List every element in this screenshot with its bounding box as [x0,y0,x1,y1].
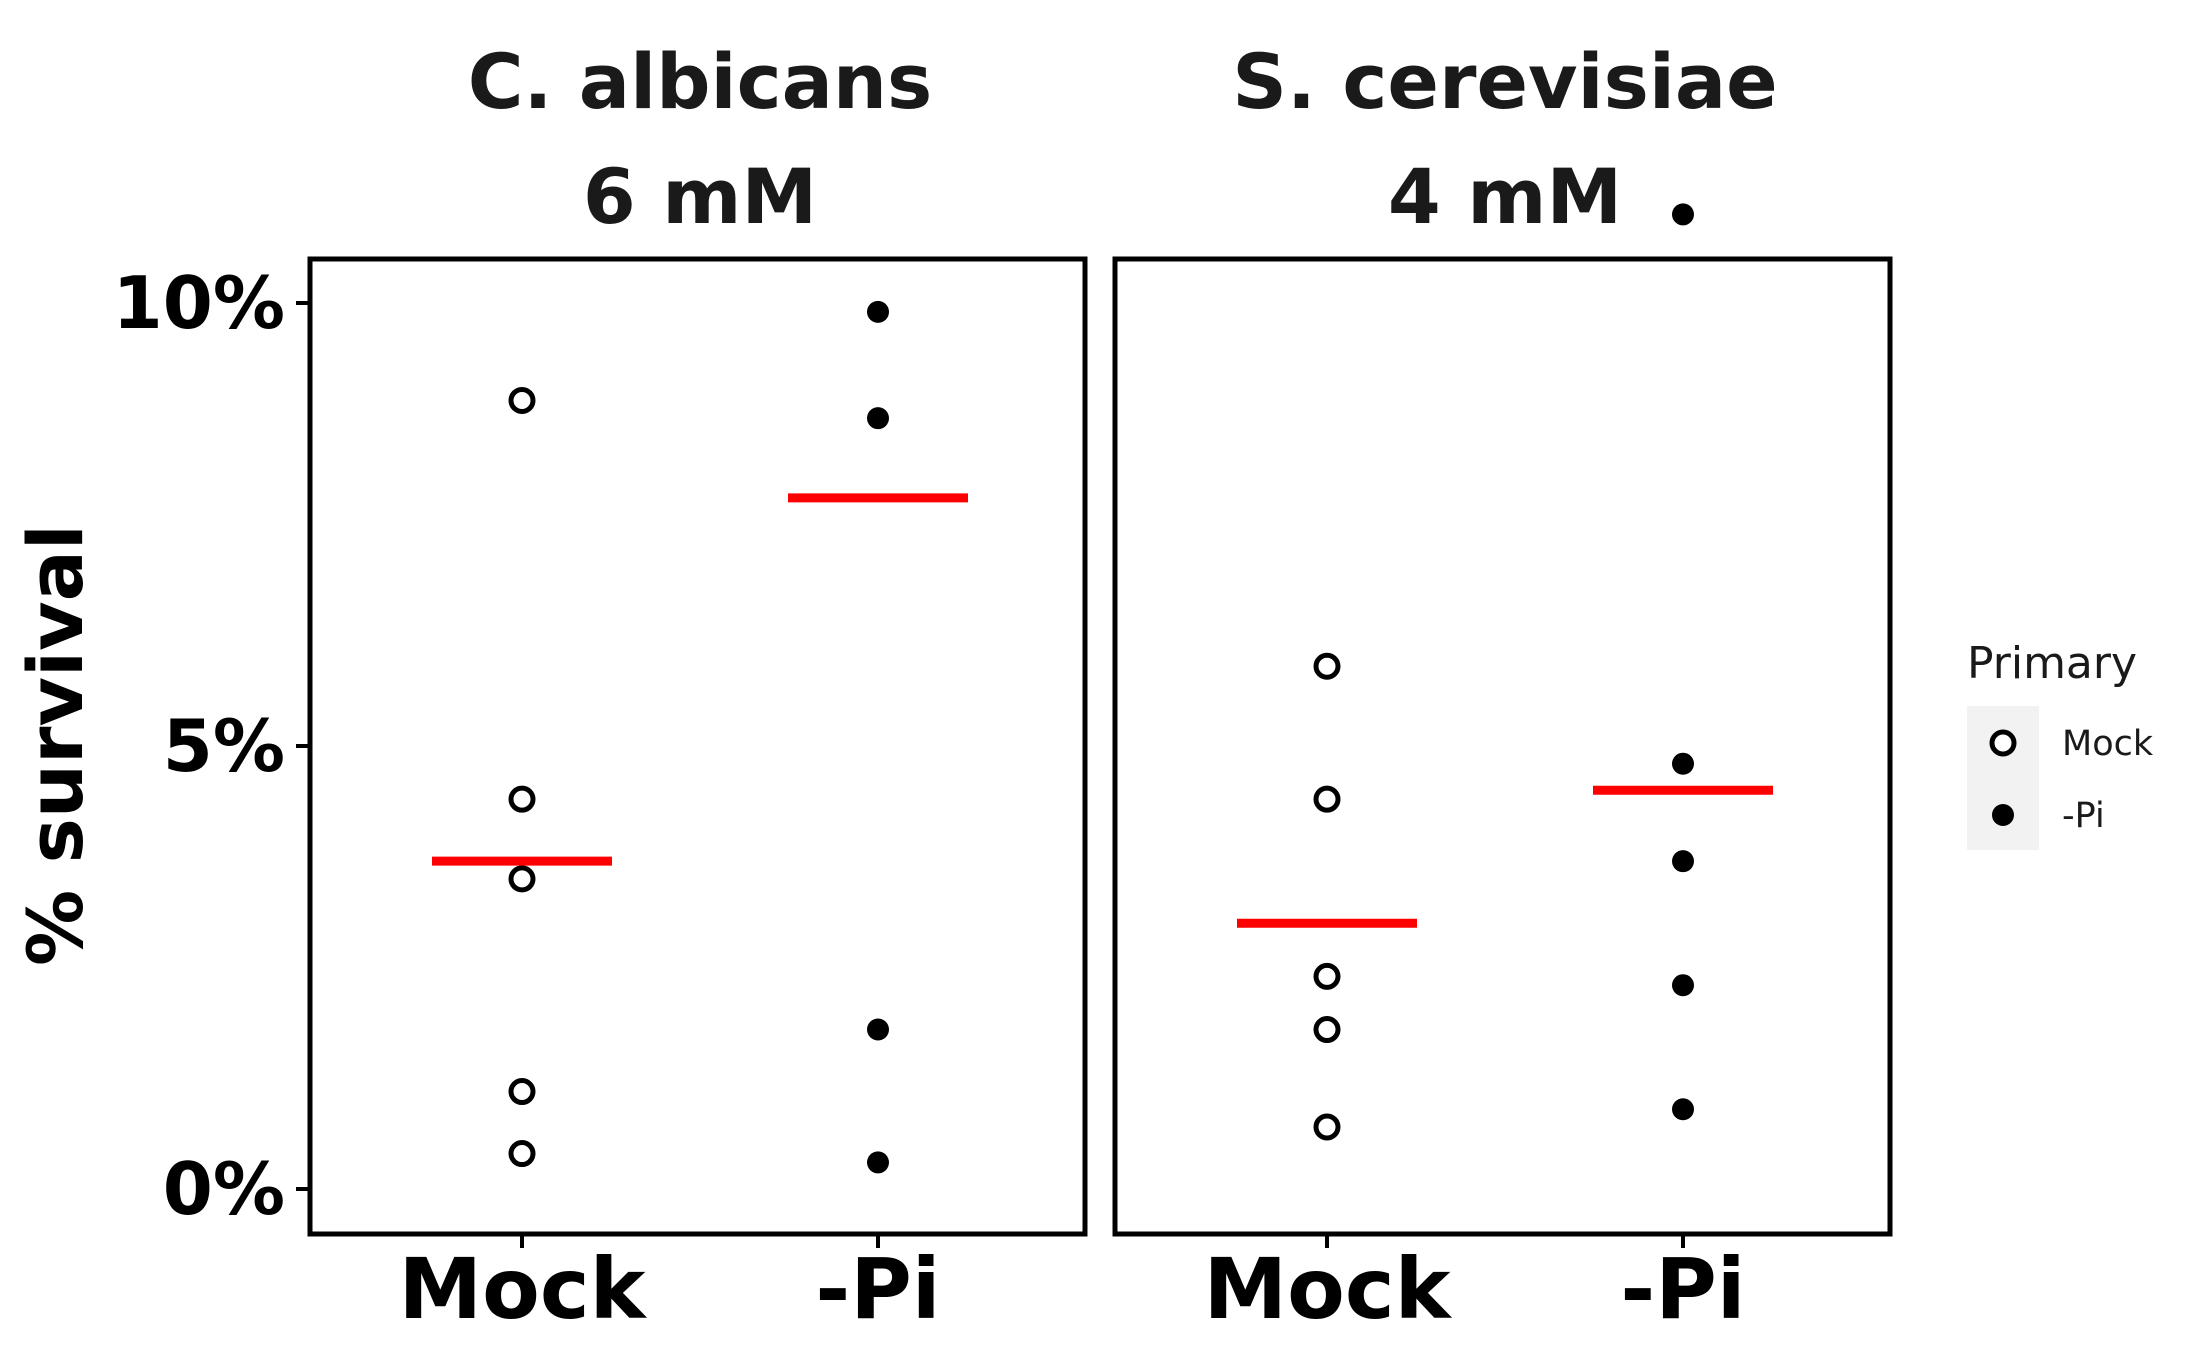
panel-border [307,256,1088,1237]
x-tick-label: -Pi [815,1240,940,1338]
mock-point [508,1078,536,1106]
legend: Primary Mock -Pi [1967,638,2154,850]
legend-label-mock: Mock [2062,724,2154,764]
x-tick-label: Mock [399,1240,648,1338]
mock-point [1313,652,1341,680]
mock-point [1313,1016,1341,1044]
facet-title-calbicans-line2: 6 mM [583,152,817,241]
mock-point [1313,785,1341,813]
y-axis-title: % survival [11,524,100,966]
facet-title-scerevisiae-line1: S. cerevisiae [1232,37,1777,126]
legend-key-background [1967,706,2039,850]
mock-point [508,386,536,414]
legend-pi-marker [1992,804,2014,826]
panel-calbicans [307,256,1088,1237]
mock-point [1313,962,1341,990]
legend-label-pi: -Pi [2062,796,2105,836]
pi-point [1672,974,1694,997]
pi-point [867,1151,889,1174]
mock-point [1313,1113,1341,1141]
legend-title: Primary [1967,638,2137,689]
pi-point [1672,850,1694,873]
y-tick-label: 5% [163,704,285,788]
y-tick-label: 10% [113,261,285,345]
panel-border [1112,256,1893,1237]
pi-point [1672,1098,1694,1121]
panel-scerevisiae-marks [1237,203,1773,1141]
panel-scerevisiae [1112,203,1893,1237]
pi-point [1672,752,1694,775]
pi-point [867,1018,889,1041]
panel-calbicans-marks [432,300,968,1174]
x-axis: Mock -Pi Mock -Pi [399,1234,1746,1338]
mock-point [508,1140,536,1168]
y-axis: 0%5%10%15%20% [113,261,310,1231]
x-tick-label: -Pi [1620,1240,1745,1338]
pi-point [867,300,889,323]
x-tick-label: Mock [1204,1240,1453,1338]
facet-title-calbicans-line1: C. albicans [468,37,933,126]
mock-point [508,785,536,813]
pi-point [1672,203,1694,226]
pi-point [867,407,889,430]
legend-mock-marker [1989,729,2017,757]
mock-point [508,865,536,893]
facet-title-scerevisiae-line2: 4 mM [1388,152,1622,241]
y-tick-label: 0% [163,1147,285,1231]
